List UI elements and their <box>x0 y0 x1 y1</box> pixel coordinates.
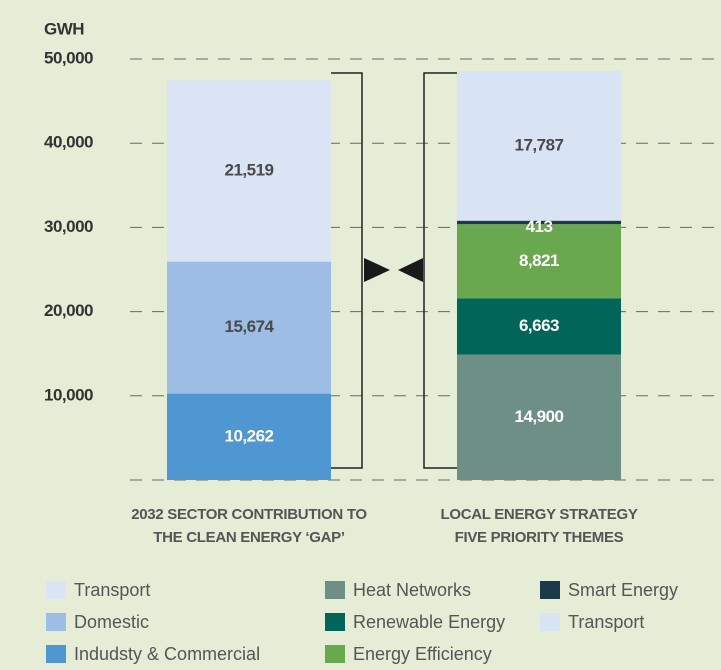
x-tick-label: 2032 SECTOR CONTRIBUTION TO THE CLEAN EN… <box>131 506 367 546</box>
legend-swatch <box>46 613 66 631</box>
data-label: 17,787 <box>515 135 564 154</box>
data-label: 15,674 <box>225 317 275 336</box>
y-tick-label: 50,000 <box>44 48 93 67</box>
y-tick-label: 30,000 <box>44 217 93 236</box>
legend-label: Heat Networks <box>353 580 471 600</box>
legend-swatch <box>325 613 345 631</box>
legend-swatch <box>325 581 345 599</box>
legend-label: Renewable Energy <box>353 612 505 632</box>
arrow <box>398 258 423 282</box>
arrow <box>364 258 390 282</box>
legend-label: Transport <box>74 580 150 600</box>
bracket <box>331 72 363 469</box>
legend-label: Energy Efficiency <box>353 644 492 664</box>
y-tick-label: 20,000 <box>44 301 93 320</box>
data-label: 413 <box>526 217 553 236</box>
x-tick-label: LOCAL ENERGY STRATEGY FIVE PRIORITY THEM… <box>440 506 638 546</box>
legend-label: Indudsty & Commercial <box>74 644 260 664</box>
bar-segment <box>457 220 621 225</box>
bar-segment <box>457 224 621 299</box>
data-label: 14,900 <box>515 407 564 426</box>
legend-swatch <box>325 645 345 663</box>
bar-segment <box>457 354 621 480</box>
y-axis-label: GWH <box>44 19 84 38</box>
legend-swatch <box>540 581 560 599</box>
legend-swatch <box>46 645 66 663</box>
bracket <box>423 72 457 469</box>
y-tick-label: 10,000 <box>44 385 93 404</box>
bar-segment <box>167 80 331 262</box>
bar-segment <box>457 70 621 221</box>
legend-swatch <box>46 581 66 599</box>
data-label: 6,663 <box>519 316 559 335</box>
legend-label: Domestic <box>74 612 149 632</box>
data-label: 10,262 <box>225 426 274 445</box>
legend-label: Smart Energy <box>568 580 678 600</box>
legend-label: Transport <box>568 612 644 632</box>
bar-segment <box>167 393 331 480</box>
y-tick-label: 40,000 <box>44 133 93 152</box>
data-label: 8,821 <box>519 251 559 270</box>
bar-segment <box>167 261 331 394</box>
bar-segment <box>457 298 621 355</box>
legend-swatch <box>540 613 560 631</box>
data-label: 21,519 <box>225 161 274 180</box>
